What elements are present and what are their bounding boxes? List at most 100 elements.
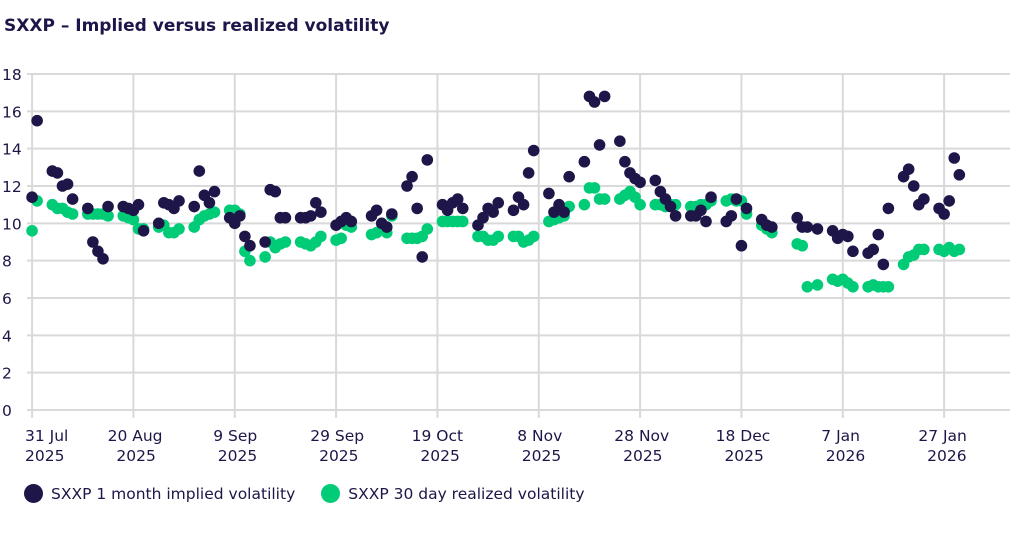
implied-vol-point [456,202,469,215]
implied-vol-point [614,135,626,147]
implied-vol-point [872,228,885,241]
implied-vol-point [664,200,677,213]
implied-vol-point [406,170,418,183]
y-tick-label: 14 [2,141,22,159]
implied-vol-point [882,202,895,215]
x-tick-year: 2025 [623,447,662,465]
legend-swatch-implied [24,484,43,503]
x-tick-year: 2025 [724,447,763,465]
realized-vol-point [279,236,292,248]
implied-vol-point [517,198,530,211]
implied-vol-point [700,215,712,228]
implied-vol-point [386,208,398,220]
x-tick-year: 2025 [218,447,257,465]
x-tick-year: 2025 [25,447,64,465]
implied-vol-point [867,243,879,256]
implied-vol-point [244,239,256,252]
implied-vol-point [948,152,961,164]
implied-vol-point [239,230,251,243]
y-tick-label: 16 [2,103,22,121]
legend-label-realized: SXXP 30 day realized volatility [348,484,585,503]
realized-vol-point [259,251,271,263]
implied-vol-point [401,180,413,192]
y-tick-label: 4 [2,327,12,345]
implied-vol-point [842,230,854,243]
implied-vol-point [649,174,662,187]
realized-vol-point [527,230,540,243]
implied-vol-point [725,210,738,222]
legend: SXXP 1 month implied volatility SXXP 30 … [24,484,585,503]
implied-vol-point [593,139,606,151]
implied-vol-point [193,165,206,177]
implied-vol-point [421,154,434,166]
implied-vol-point [345,215,358,228]
x-tick-label: 31 Jul [25,427,68,445]
implied-vol-point [203,197,216,209]
implied-vol-point [543,187,555,200]
realized-vol-point [847,281,859,293]
x-tick-year: 2025 [420,447,459,465]
chart-title: SXXP – Implied versus realized volatilit… [4,16,390,36]
implied-vol-point [259,236,271,248]
legend-item-realized: SXXP 30 day realized volatility [321,484,585,503]
implied-vol-point [188,200,201,213]
implied-vol-point [801,221,814,233]
implied-vol-point [66,193,79,205]
implied-vol-point [137,225,150,237]
implied-vol-point [730,193,743,205]
implied-vol-point [527,144,540,157]
implied-vol-point [695,204,707,217]
implied-vol-point [411,202,423,215]
implied-vol-point [907,180,920,192]
implied-vol-point [487,206,499,218]
implied-vol-point [669,210,682,222]
realized-vol-point [796,239,809,252]
realized-vol-point [588,182,601,194]
implied-vol-point [416,251,429,263]
implied-vol-point [97,252,109,265]
implied-vol-point [588,96,601,108]
y-tick-label: 0 [2,402,12,420]
implied-vol-point [370,204,383,217]
x-tick-label: 9 Sep [213,427,257,445]
realized-vol-point [102,210,114,222]
implied-vol-point [269,185,282,198]
implied-vol-point [234,210,246,222]
implied-vol-point [740,202,753,215]
implied-vol-point [61,178,74,190]
implied-vol-point [578,155,591,168]
legend-item-implied: SXXP 1 month implied volatility [24,484,295,503]
x-tick-label: 29 Sep [310,427,364,445]
implied-vol-point [477,211,489,224]
x-tick-label: 8 Nov [517,427,562,445]
implied-vol-point [811,223,824,235]
implied-vol-point [918,193,930,205]
implied-vol-point [310,197,322,209]
y-tick-label: 18 [2,66,22,84]
implied-vol-point [304,210,317,222]
implied-vol-point [507,204,520,217]
implied-vol-point [132,198,145,211]
implied-vol-point [173,195,185,207]
realized-vol-point [801,281,814,293]
realized-vol-point [811,279,824,291]
implied-vol-point [705,191,717,203]
realized-vol-point [315,230,327,243]
x-tick-year: 2026 [927,447,966,465]
x-tick-label: 20 Aug [108,427,163,445]
realized-vol-point [492,230,505,243]
realized-vol-point [598,193,611,205]
realized-vol-point [66,208,79,220]
implied-vol-point [619,155,631,168]
implied-vol-point [31,114,43,127]
realized-vol-point [26,225,38,237]
implied-vol-point [279,211,292,224]
implied-vol-point [380,221,393,233]
implied-vol-point [51,167,64,179]
realized-vol-point [918,243,930,256]
implied-vol-point [877,258,890,271]
x-tick-label: 28 Nov [614,427,669,445]
x-tick-label: 7 Jan [821,427,860,445]
implied-vol-point [766,221,778,233]
realized-vol-point [578,198,591,211]
